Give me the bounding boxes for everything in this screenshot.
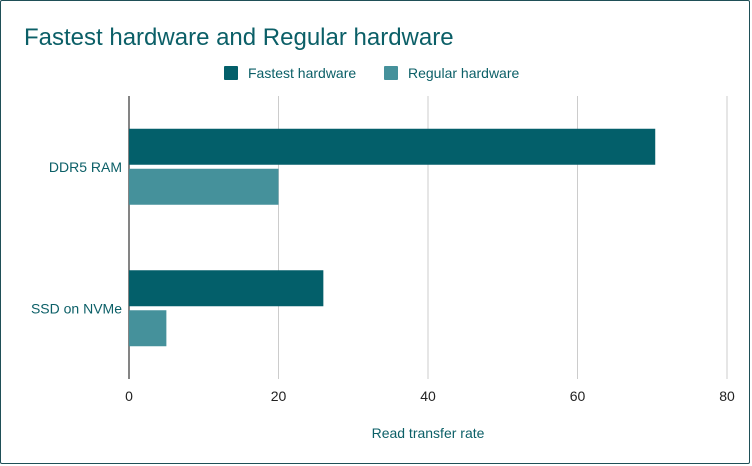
legend-swatch: [384, 66, 398, 80]
x-tick-labels: 0 20 40 60 80: [125, 388, 735, 404]
legend-label: Fastest hardware: [248, 65, 356, 81]
legend-swatch: [224, 66, 238, 80]
legend-label: Regular hardware: [408, 65, 519, 81]
x-axis-title: Read transfer rate: [372, 425, 485, 441]
chart-title: Fastest hardware and Regular hardware: [24, 24, 454, 51]
bar-fastest-1: [129, 270, 324, 307]
legend: Fastest hardware Regular hardware: [224, 65, 519, 81]
x-tick-label: 80: [719, 388, 735, 404]
bar-regular-0: [129, 168, 279, 205]
x-tick-label: 60: [570, 388, 586, 404]
category-labels: DDR5 RAM SSD on NVMe: [31, 159, 122, 317]
bars: [129, 128, 656, 347]
x-tick-label: 0: [125, 388, 133, 404]
x-tick-label: 40: [420, 388, 436, 404]
x-tick-label: 20: [271, 388, 287, 404]
category-label: DDR5 RAM: [49, 159, 122, 175]
category-label: SSD on NVMe: [31, 300, 122, 316]
bar-fastest-0: [129, 128, 656, 165]
bar-regular-1: [129, 310, 167, 347]
